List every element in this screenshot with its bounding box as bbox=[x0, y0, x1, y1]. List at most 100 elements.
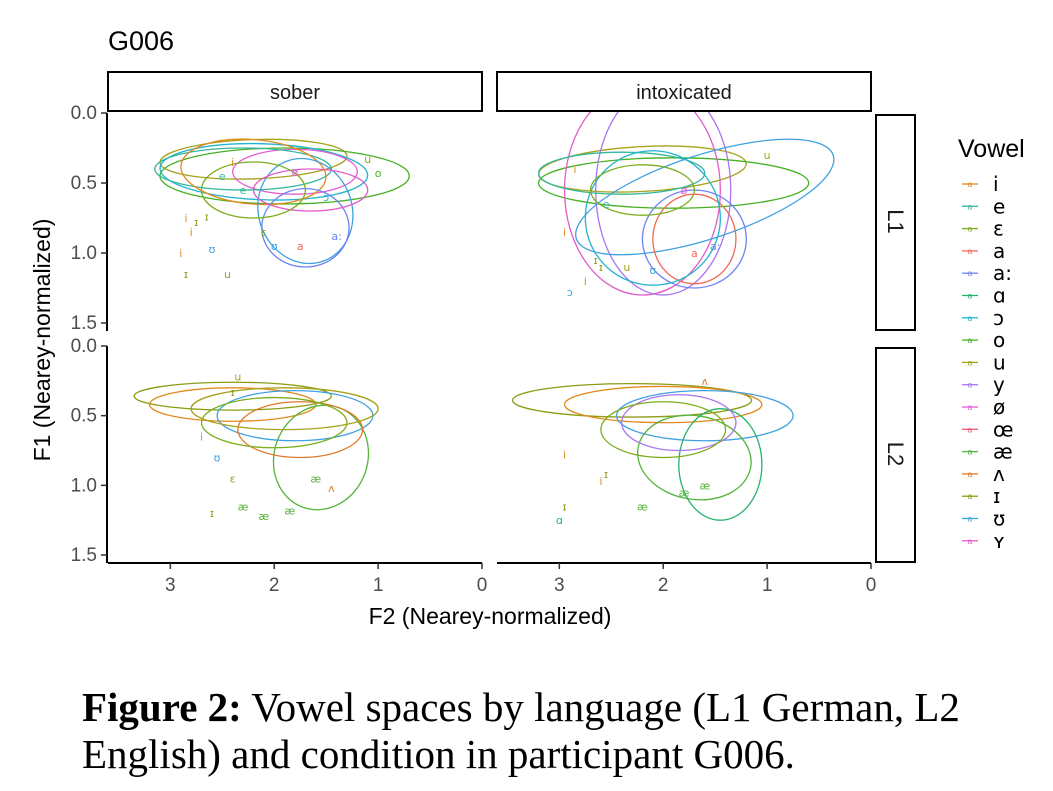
data-point-æ: æ bbox=[238, 500, 249, 513]
legend-key-glyph: a bbox=[968, 492, 973, 501]
legend-label: y bbox=[993, 373, 1005, 397]
ellipse-i bbox=[180, 138, 327, 206]
ellipse-u bbox=[190, 387, 379, 431]
y-tick-label: 0.5 bbox=[71, 406, 97, 427]
ellipse-ɑ bbox=[678, 408, 763, 521]
legend-key-glyph: a bbox=[968, 292, 973, 301]
ellipse-a: bbox=[641, 189, 747, 289]
legend-key-glyph: a bbox=[968, 425, 973, 434]
ellipse-ʏ bbox=[252, 168, 369, 212]
x-tick-label: 2 bbox=[658, 575, 669, 596]
data-point-i: i bbox=[584, 275, 587, 288]
ellipse-ø bbox=[232, 148, 358, 195]
data-point-a: a bbox=[297, 240, 304, 253]
data-point-æ: æ bbox=[258, 510, 269, 523]
data-point-ɛ: ɛ bbox=[261, 226, 267, 239]
ellipse-ɛ bbox=[200, 161, 307, 219]
legend-label: ʌ bbox=[993, 462, 1005, 486]
ellipse-æ bbox=[272, 404, 370, 511]
data-point-u: u bbox=[364, 153, 371, 166]
legend-label: e bbox=[993, 194, 1005, 218]
legend-label: ɛ bbox=[993, 217, 1004, 241]
ellipse-ʏ bbox=[563, 109, 721, 296]
y-tick-label: 0.0 bbox=[71, 336, 97, 357]
y-tick-label: 1.0 bbox=[71, 475, 97, 496]
legend-key-glyph: a bbox=[968, 247, 973, 256]
data-point-u: u bbox=[764, 149, 771, 162]
figure-caption: Figure 2: Vowel spaces by language (L1 G… bbox=[82, 684, 1022, 778]
y-tick-label: 0.5 bbox=[71, 173, 97, 194]
data-point-ʌ: ʌ bbox=[328, 482, 335, 495]
data-point-ɪ: ɪ bbox=[562, 500, 566, 513]
data-point-ʊ: ʊ bbox=[271, 240, 278, 253]
facet-strip-L1: L1 bbox=[875, 114, 916, 331]
ellipse-ɛ bbox=[200, 396, 348, 449]
data-point-a:: a: bbox=[331, 230, 341, 243]
legend-label: u bbox=[993, 350, 1006, 374]
data-point-ɔ: ɔ bbox=[567, 286, 573, 299]
data-point-i: i bbox=[231, 156, 234, 169]
y-tick-label: 1.5 bbox=[71, 545, 97, 566]
data-point-e: e bbox=[603, 198, 610, 211]
x-tick-label: 1 bbox=[373, 575, 384, 596]
x-tick-label: 3 bbox=[165, 575, 176, 596]
x-tick-label: 0 bbox=[477, 575, 488, 596]
legend-key-glyph: a bbox=[968, 381, 973, 390]
data-point-ɪ: ɪ bbox=[205, 211, 209, 224]
data-point-ʊ: ʊ bbox=[208, 243, 215, 256]
chart-title: G006 bbox=[108, 26, 174, 56]
data-point-ɑ: ɑ bbox=[556, 514, 563, 527]
y-tick-label: 0.0 bbox=[71, 103, 97, 124]
legend-key-glyph: a bbox=[968, 403, 973, 412]
ellipse-ɪ bbox=[133, 381, 333, 411]
data-point-ʊ: ʊ bbox=[214, 451, 221, 464]
legend-label: ɪ bbox=[993, 484, 1000, 508]
ellipse-ɛ bbox=[600, 401, 727, 459]
legend-key-glyph: a bbox=[968, 269, 973, 278]
facet-row-label: L1 bbox=[883, 209, 908, 233]
axes-layer: sober intoxicated L1 L2 0.0 0.5 1.0 1.5 0.0 0.5 1.… bbox=[71, 71, 916, 596]
ellipse-y bbox=[621, 394, 737, 452]
legend-label: ɑ bbox=[993, 284, 1006, 308]
ellipse-y bbox=[595, 109, 732, 296]
facet-strip-intoxicated: intoxicated bbox=[496, 71, 872, 112]
data-point-u: u bbox=[234, 371, 241, 384]
data-point-ʌ: ʌ bbox=[702, 375, 709, 388]
y-tick-label: 1.0 bbox=[71, 243, 97, 264]
legend-label: i bbox=[993, 172, 999, 196]
legend-label: æ bbox=[993, 440, 1013, 464]
legend-label: ʊ bbox=[993, 507, 1005, 531]
legend-key-glyph: a bbox=[968, 225, 973, 234]
facet-row-label: L2 bbox=[883, 442, 908, 466]
ellipse-e bbox=[537, 151, 706, 195]
data-point-u: u bbox=[623, 261, 630, 274]
facet-col-label: intoxicated bbox=[636, 82, 732, 104]
data-point-e: e bbox=[219, 170, 226, 183]
data-point-i: i bbox=[184, 212, 187, 225]
ellipse-ɛ bbox=[589, 164, 696, 216]
legend: Vowel a ia ea ɛa aa a:a ɑa ɔa oa ua ya øa œa æa ʌa ɪa ʊa… bbox=[958, 135, 1025, 553]
ellipse-a: bbox=[261, 187, 350, 268]
data-point-æ: æ bbox=[310, 472, 321, 485]
facet-col-label: sober bbox=[270, 82, 320, 104]
legend-label: œ bbox=[993, 417, 1013, 441]
data-point-o: o bbox=[375, 167, 382, 180]
legend-key-glyph: a bbox=[968, 537, 973, 546]
legend-title: Vowel bbox=[958, 135, 1025, 163]
data-point-ɔ: ɔ bbox=[323, 191, 329, 204]
legend-label: a: bbox=[993, 261, 1012, 285]
